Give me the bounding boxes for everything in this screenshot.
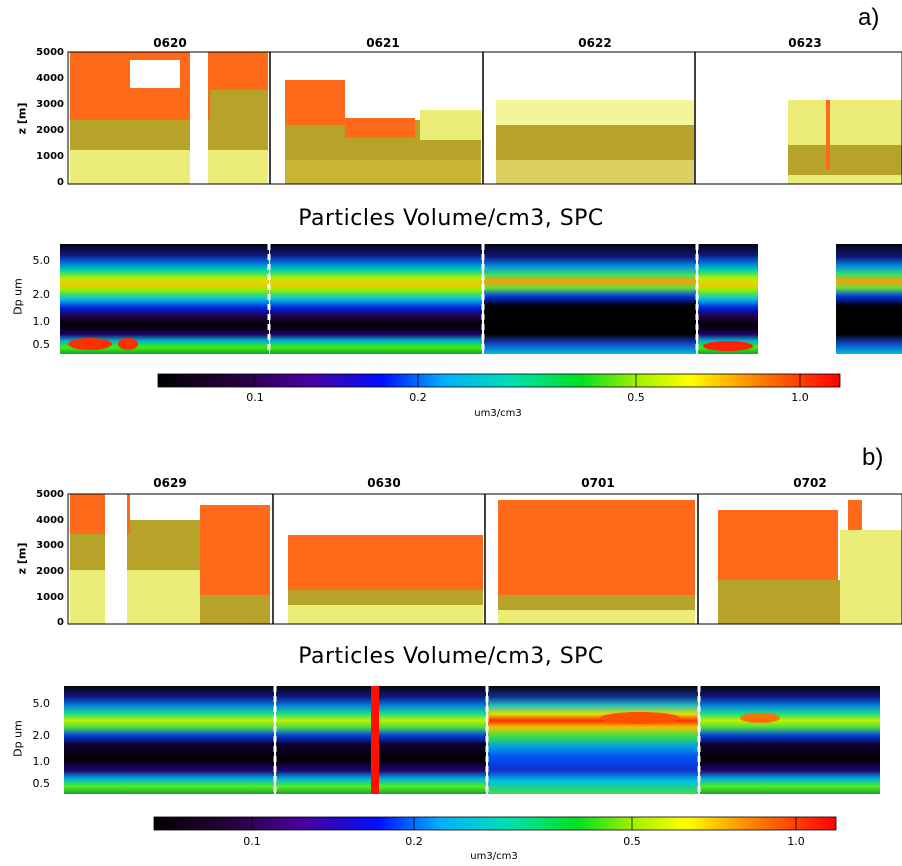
cb-b-tick-02: 0.2 [405, 835, 423, 848]
alt-a-0622-yellow-low [496, 160, 694, 184]
colorbar-a [157, 373, 841, 388]
day-label-b-3: 0701 [581, 476, 615, 490]
panel-b-spc [64, 686, 902, 794]
spc-b-day4 [700, 686, 880, 794]
ytick-spc-a-05: 0.5 [32, 338, 51, 351]
alt-a-0621-yellow [420, 110, 481, 140]
day-label-a-2: 0621 [366, 36, 400, 50]
ytick-alt-b-0: 0 [57, 617, 64, 628]
cb-a-tick-05: 0.5 [627, 391, 645, 404]
alt-b-0701-yellow [498, 610, 695, 624]
alt-a-0620-olive-tail [210, 90, 268, 150]
spc-a-day4-b [836, 244, 902, 354]
ytick-alt-a-4000: 4000 [36, 73, 64, 84]
spc-b-red-column [371, 686, 379, 794]
ytick-spc-b-2: 2.0 [32, 729, 51, 742]
spc-b-white-strip [880, 686, 902, 794]
spc-a-day4-gap [758, 244, 836, 354]
ytick-alt-b-3000: 3000 [36, 540, 64, 551]
spc-a-day2 [270, 244, 482, 354]
ytick-alt-a-2000: 2000 [36, 125, 64, 136]
ytick-alt-b-1000: 1000 [36, 592, 64, 603]
ytick-alt-a-0: 0 [57, 177, 64, 188]
alt-a-0621-yellow-low [285, 160, 481, 184]
alt-a-0621-orange [285, 80, 345, 125]
alt-b-0629-olive-low [200, 595, 270, 624]
cb-a-unit: um3/cm3 [474, 408, 522, 419]
ytick-alt-a-3000: 3000 [36, 99, 64, 110]
ytick-spc-b-1: 1.0 [32, 755, 51, 768]
spc-a-day4 [698, 244, 758, 354]
ytick-alt-b-2000: 2000 [36, 566, 64, 577]
ytick-spc-b-5: 5.0 [32, 697, 51, 710]
alt-a-0623-red-spike [826, 100, 830, 170]
cb-a-tick-10: 1.0 [791, 391, 809, 404]
ytick-spc-a-5: 5.0 [32, 254, 51, 267]
ytick-alt-a-1000: 1000 [36, 151, 64, 162]
alt-b-0630-yellow [288, 605, 483, 624]
spc-a-red-blob-3 [703, 341, 753, 351]
colorbar-b-ticks [251, 817, 797, 830]
panel-a-spc [60, 244, 902, 354]
cb-b-tick-10: 1.0 [787, 835, 805, 848]
alt-a-0620-white-patch [130, 60, 180, 88]
cb-b-tick-05: 0.5 [623, 835, 641, 848]
day-label-a-4: 0623 [788, 36, 822, 50]
alt-b-0701-olive [498, 595, 695, 613]
spc-b-day3 [488, 686, 698, 794]
panel-letter-a: a) [858, 4, 880, 31]
alt-a-frame [67, 51, 902, 185]
colorbar-a-ticks [254, 374, 801, 387]
spc-a-day1 [60, 244, 269, 354]
day-label-b-2: 0630 [367, 476, 401, 490]
spc-a-red-blob-2 [118, 338, 138, 350]
spc-b-day2 [276, 686, 486, 794]
panel-a-altitude [67, 51, 902, 185]
cb-b-unit: um3/cm3 [470, 851, 518, 862]
panel-letter-b: b) [862, 444, 884, 471]
cb-a-tick-01: 0.1 [246, 391, 264, 404]
cb-b-tick-01: 0.1 [243, 835, 261, 848]
alt-b-0702-orange2 [848, 500, 862, 530]
spc-title-b: Particles Volume/cm3, SPC [298, 644, 604, 669]
day-label-b-1: 0629 [153, 476, 187, 490]
day-label-a-3: 0622 [578, 36, 612, 50]
ytick-alt-b-5000: 5000 [36, 489, 64, 500]
alt-b-0629-white [105, 494, 127, 624]
spc-b-day1 [64, 686, 274, 794]
day-label-b-4: 0702 [793, 476, 827, 490]
ytick-spc-a-1: 1.0 [32, 315, 51, 328]
cb-a-tick-02: 0.2 [409, 391, 427, 404]
spc-a-red-blob-1 [68, 338, 112, 350]
ytick-spc-a-2: 2.0 [32, 288, 51, 301]
ytick-alt-b-4000: 4000 [36, 515, 64, 526]
alt-a-0623-olive [788, 145, 902, 175]
alt-b-0630-orange [288, 535, 483, 595]
ytick-alt-a-5000: 5000 [36, 47, 64, 58]
spc-a-day3 [484, 244, 696, 354]
alt-b-0701-orange [498, 500, 695, 605]
alt-b-0629-orange2 [200, 505, 270, 595]
day-label-a-1: 0620 [153, 36, 187, 50]
alt-a-0621-orange2 [345, 118, 415, 138]
alt-b-0702-orange [718, 510, 838, 585]
colorbar-b [153, 816, 837, 831]
panel-b-altitude [67, 493, 902, 625]
spc-title-a: Particles Volume/cm3, SPC [298, 206, 604, 231]
alt-b-0702-yellow [840, 530, 902, 624]
spc-b-orange-blob-2 [740, 713, 780, 723]
ytick-spc-b-05: 0.5 [32, 777, 51, 790]
alt-a-0620-white-gap [190, 52, 208, 184]
spc-b-orange-blob-1 [600, 712, 680, 724]
